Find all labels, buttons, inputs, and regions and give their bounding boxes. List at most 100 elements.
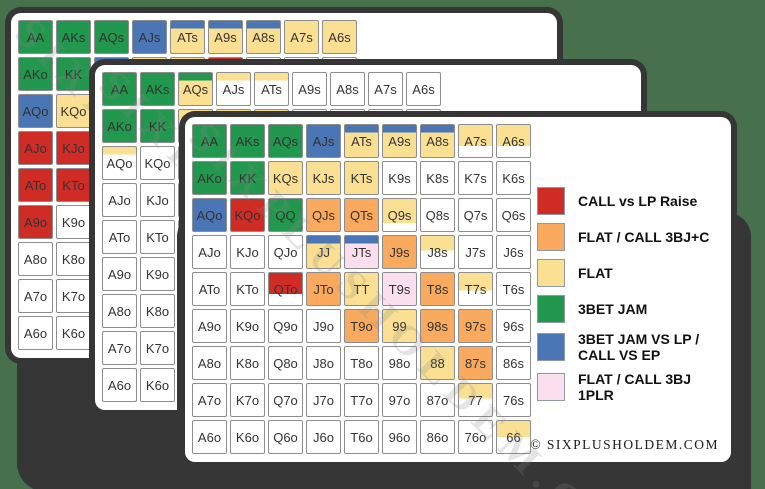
hand-cell-Q8o: Q8o [268, 346, 303, 380]
hand-cell-KQo: KQo [140, 146, 175, 180]
hand-cell-A9o: A9o [192, 309, 227, 343]
hand-cell-ATo: ATo [102, 220, 137, 254]
hand-cell-A8o: A8o [102, 294, 137, 328]
legend-item: 3BET JAM [537, 295, 727, 323]
hand-cell-K8o: K8o [56, 242, 91, 276]
hand-cell-88: 88 [420, 346, 455, 380]
hand-cell-ATs: ATs [170, 20, 205, 54]
legend-item: CALL vs LP Raise [537, 187, 727, 215]
hand-cell-96s: 96s [496, 309, 531, 343]
legend-item: FLAT / CALL 3BJ+C [537, 223, 727, 251]
range-card-front: AA AKs AQs AJs ATs A9s A8s A7s A6s AKo KK KQs KJs KTs… [180, 114, 731, 489]
hand-cell-87o: 87o [420, 383, 455, 417]
hand-cell-A7s: A7s [368, 72, 403, 106]
hand-cell-AQo: AQo [192, 198, 227, 232]
hand-cell-T9o: T9o [344, 309, 379, 343]
hand-cell-KK: KK [230, 161, 265, 195]
legend-swatch [537, 373, 565, 402]
hand-cell-97s: 97s [458, 309, 493, 343]
legend-label: FLAT / CALL 3BJ+C [578, 228, 710, 245]
hand-cell-QJo: QJo [268, 235, 303, 269]
hand-cell-QJs: QJs [306, 198, 341, 232]
hand-cell-A6s: A6s [406, 72, 441, 106]
hand-cell-A8s: A8s [330, 72, 365, 106]
copyright-text: © SIXPLUSHOLDEM.COM [530, 437, 719, 452]
hand-cell-A7o: A7o [18, 279, 53, 313]
hand-cell-A9s: A9s [208, 20, 243, 54]
hand-cell-QQ: QQ [268, 198, 303, 232]
hand-cell-KJo: KJo [56, 131, 91, 165]
hand-cell-A6s: A6s [496, 124, 531, 158]
hand-cell-AKo: AKo [102, 109, 137, 143]
hand-cell-AA: AA [18, 20, 53, 54]
hand-cell-AKo: AKo [192, 161, 227, 195]
hand-cell-AJo: AJo [192, 235, 227, 269]
hand-cell-AQs: AQs [178, 72, 213, 106]
hand-cell-AJs: AJs [132, 20, 167, 54]
hand-cell-KQo: KQo [56, 94, 91, 128]
legend-swatch [537, 295, 565, 323]
hand-cell-Q6o: Q6o [268, 420, 303, 454]
hand-cell-T7s: T7s [458, 272, 493, 306]
hand-cell-KJo: KJo [230, 235, 265, 269]
hand-cell-ATo: ATo [192, 272, 227, 306]
legend-swatch [537, 187, 565, 215]
legend: CALL vs LP Raise FLAT / CALL 3BJ+C FLAT 3BE… [537, 187, 727, 403]
hand-cell-J8s: J8s [420, 235, 455, 269]
hand-cell-J9s: J9s [382, 235, 417, 269]
hand-cell-87s: 87s [458, 346, 493, 380]
hand-cell-K9s: K9s [382, 161, 417, 195]
hand-cell-KTo: KTo [56, 168, 91, 202]
hand-cell-KJo: KJo [140, 183, 175, 217]
hand-cell-A6o: A6o [18, 316, 53, 350]
hand-cell-T6s: T6s [496, 272, 531, 306]
hand-cell-ATo: ATo [18, 168, 53, 202]
hand-cell-A9o: A9o [18, 205, 53, 239]
hand-cell-AQs: AQs [268, 124, 303, 158]
hand-cell-J6s: J6s [496, 235, 531, 269]
hand-cell-A8s: A8s [420, 124, 455, 158]
hand-cell-A6o: A6o [102, 368, 137, 402]
hand-cell-T7o: T7o [344, 383, 379, 417]
hand-cell-KTo: KTo [230, 272, 265, 306]
hand-cell-K9o: K9o [230, 309, 265, 343]
legend-swatch [537, 259, 565, 287]
hand-cell-96o: 96o [382, 420, 417, 454]
hand-cell-K9o: K9o [56, 205, 91, 239]
hand-cell-A7s: A7s [284, 20, 319, 54]
legend-label: FLAT / CALL 3BJ 1PLR [578, 371, 692, 404]
hand-cell-T8o: T8o [344, 346, 379, 380]
hand-cell-ATs: ATs [254, 72, 289, 106]
legend-label: FLAT [578, 264, 613, 281]
hand-cell-K8o: K8o [230, 346, 265, 380]
hand-cell-QTo: QTo [268, 272, 303, 306]
legend-item: FLAT / CALL 3BJ 1PLR [537, 371, 727, 403]
legend-swatch [537, 333, 565, 362]
hand-cell-Q7o: Q7o [268, 383, 303, 417]
hand-cell-AKs: AKs [230, 124, 265, 158]
legend-item: 3BET JAM VS LP / CALL VS EP [537, 331, 727, 363]
hand-cell-Q8s: Q8s [420, 198, 455, 232]
hand-cell-77: 77 [458, 383, 493, 417]
legend-label: 3BET JAM VS LP / CALL VS EP [578, 331, 700, 364]
hand-cell-76o: 76o [458, 420, 493, 454]
hand-cell-K8s: K8s [420, 161, 455, 195]
hand-cell-A9o: A9o [102, 257, 137, 291]
hand-cell-J7s: J7s [458, 235, 493, 269]
hand-cell-Q9s: Q9s [382, 198, 417, 232]
hand-cell-Q9o: Q9o [268, 309, 303, 343]
legend-label: CALL vs LP Raise [578, 192, 698, 209]
hand-cell-KK: KK [56, 57, 91, 91]
hand-cell-K7o: K7o [230, 383, 265, 417]
hand-cell-K7s: K7s [458, 161, 493, 195]
hand-cell-76s: 76s [496, 383, 531, 417]
hand-cell-KTo: KTo [140, 220, 175, 254]
hand-cell-K6o: K6o [230, 420, 265, 454]
hand-cell-AKs: AKs [56, 20, 91, 54]
hand-cell-AA: AA [102, 72, 137, 106]
hand-cell-K6o: K6o [140, 368, 175, 402]
hand-cell-K7o: K7o [140, 331, 175, 365]
hand-cell-T9s: T9s [382, 272, 417, 306]
hand-cell-A6s: A6s [322, 20, 357, 54]
